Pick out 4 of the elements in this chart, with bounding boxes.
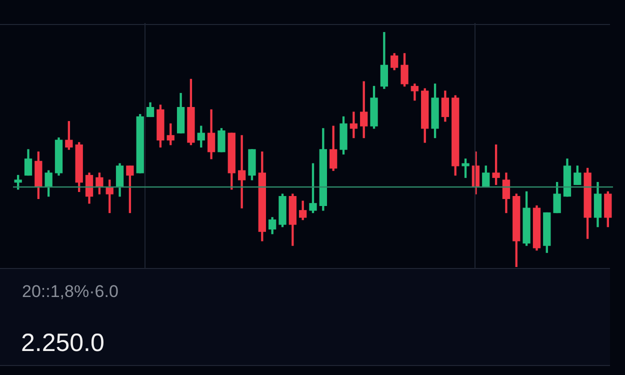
- text: 20::1,8%·6.0: [22, 282, 118, 302]
- candlestick: [238, 135, 246, 208]
- candlestick: [350, 112, 358, 138]
- text: 2.250.0: [21, 329, 104, 358]
